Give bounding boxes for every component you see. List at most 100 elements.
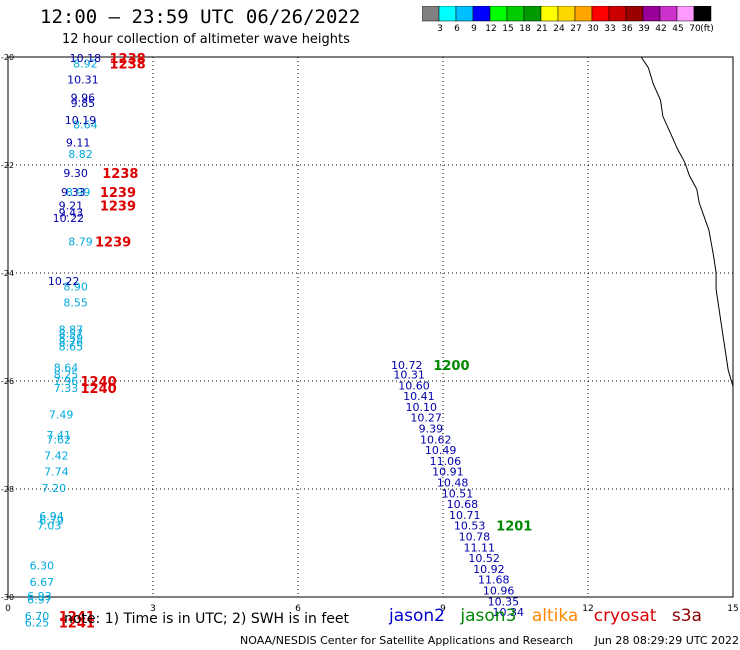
- data-point-label: 7.41: [47, 429, 72, 442]
- data-point-label: 10.49: [425, 444, 457, 457]
- color-scale-legend: 3 6 9 12 15 18 21 24 27 30 33 36 39 42 45 70 (ft): [422, 6, 714, 34]
- plot-frame: [7, 56, 734, 598]
- data-point-label: 10.62: [420, 433, 452, 446]
- data-point-label: 8.87: [59, 324, 84, 337]
- time-annotation: 1201: [496, 520, 532, 535]
- legend-jason2: jason2: [389, 606, 445, 626]
- data-point-label: 8.82: [68, 148, 93, 161]
- data-point-label: 10.31: [67, 74, 99, 87]
- data-point-label: 8.25: [54, 369, 79, 382]
- data-point-label: 10.72: [391, 359, 423, 372]
- data-point-label: 10.53: [454, 520, 486, 533]
- data-point-label: 8.64: [54, 362, 79, 375]
- y-tick-label: -28: [1, 485, 14, 494]
- data-point-label: 8.64: [73, 119, 98, 132]
- x-tick-label: 3: [150, 604, 156, 614]
- colorbar-swatch: [693, 6, 712, 22]
- x-tick-label: 6: [295, 604, 301, 614]
- colorbar-label: 9: [471, 24, 477, 34]
- satellite-legend: jason2 jason3 altika cryosat s3a: [389, 606, 712, 626]
- data-point-label: 8.65: [59, 340, 84, 353]
- data-point-label: 7.62: [47, 433, 72, 446]
- colorbar-label: 18: [519, 24, 531, 34]
- data-point-label: 9.43: [59, 207, 84, 220]
- colorbar-label: 15: [502, 24, 513, 34]
- colorbar-label: 36: [621, 24, 633, 34]
- data-point-label: 10.96: [483, 585, 515, 598]
- y-tick-label: -30: [1, 593, 14, 602]
- data-point-label: 6.97: [27, 594, 52, 607]
- data-point-label: 9.21: [59, 200, 84, 213]
- x-tick-label: 15: [727, 604, 738, 614]
- data-point-label: 10.68: [447, 498, 479, 511]
- data-point-label: 10.71: [449, 509, 481, 522]
- data-point-label: 7.42: [44, 450, 69, 463]
- x-tick-label: 12: [582, 604, 593, 614]
- time-annotation: 1200: [433, 359, 469, 374]
- legend-jason3: jason3: [460, 606, 517, 626]
- data-point-label: 7.20: [42, 482, 67, 495]
- data-point-label: 8.55: [63, 297, 88, 310]
- data-point-label: 7.49: [49, 408, 74, 421]
- data-point-label: 10.91: [432, 466, 464, 479]
- data-point-label: 8.92: [73, 57, 98, 70]
- data-point-label: 10.34: [493, 606, 525, 619]
- data-point-label: 10.35: [488, 595, 520, 608]
- colorbar-label: 27: [570, 24, 581, 34]
- legend-cryosat: cryosat: [593, 606, 657, 626]
- x-tick-label: 9: [440, 604, 446, 614]
- footer-note: note: 1) Time is in UTC; 2) SWH is in fe…: [64, 611, 350, 627]
- colorbar-label: 42: [655, 24, 666, 34]
- data-point-label: 10.18: [70, 52, 102, 65]
- data-point-label: 10.22: [48, 275, 80, 288]
- data-point-label: 10.60: [398, 379, 430, 392]
- credit-line: NOAA/NESDIS Center for Satellite Applica…: [240, 634, 739, 647]
- data-point-label: 6.70: [25, 610, 50, 623]
- data-point-label: 8.59: [59, 332, 84, 345]
- credit-text: NOAA/NESDIS Center for Satellite Applica…: [240, 634, 574, 647]
- chart-title: 12:00 – 23:59 UTC 06/26/2022: [40, 6, 361, 28]
- data-point-label: 8.90: [63, 281, 88, 294]
- chart-subtitle: 12 hour collection of altimeter wave hei…: [62, 32, 350, 47]
- time-annotation: 1241: [59, 616, 95, 631]
- time-annotation: 1239: [95, 236, 131, 251]
- data-point-label: 11.68: [478, 574, 510, 587]
- data-point-label: 7.33: [54, 382, 79, 395]
- colorbar-label: 12: [485, 24, 496, 34]
- data-point-label: 10.27: [410, 412, 442, 425]
- data-point-label: 10.92: [473, 563, 505, 576]
- colorbar-label: 45: [672, 24, 683, 34]
- time-annotation: 1239: [100, 200, 136, 215]
- data-point-label: 7.03: [37, 520, 62, 533]
- data-point-label: 6.93: [27, 590, 52, 603]
- colorbar-label: 24: [553, 24, 565, 34]
- data-point-label: 11.06: [430, 455, 462, 468]
- data-point-label: 6.79: [39, 514, 64, 527]
- colorbar-label: 6: [454, 24, 460, 34]
- data-point-label: 9.96: [71, 92, 96, 105]
- data-point-label: 9.39: [419, 423, 444, 436]
- data-point-label: 10.52: [468, 552, 500, 565]
- time-annotation: 1238: [110, 57, 146, 72]
- y-tick-label: -24: [1, 269, 14, 278]
- x-tick-label: 0: [5, 604, 11, 614]
- colorbar-label: 33: [604, 24, 615, 34]
- time-annotation: 1238: [110, 52, 146, 67]
- data-point-label: 9.30: [63, 167, 88, 180]
- time-annotation: 1240: [81, 382, 117, 397]
- data-point-label: 8.79: [68, 236, 93, 249]
- legend-s3a: s3a: [671, 606, 702, 626]
- data-point-label: 6.67: [30, 576, 55, 589]
- credit-timestamp: Jun 28 08:29:29 UTC 2022: [594, 634, 740, 647]
- colorbar-label: 39: [638, 24, 650, 34]
- data-point-label: 7.96: [54, 375, 79, 388]
- data-point-label: 10.19: [65, 114, 97, 127]
- time-annotation: 1238: [102, 167, 138, 182]
- data-point-label: 8.99: [66, 186, 91, 199]
- data-point-label: 9.11: [66, 136, 91, 149]
- data-point-label: 10.31: [393, 369, 425, 382]
- time-annotation: 1240: [81, 375, 117, 390]
- data-point-label: 10.10: [406, 401, 438, 414]
- data-point-label: 6.94: [39, 510, 64, 523]
